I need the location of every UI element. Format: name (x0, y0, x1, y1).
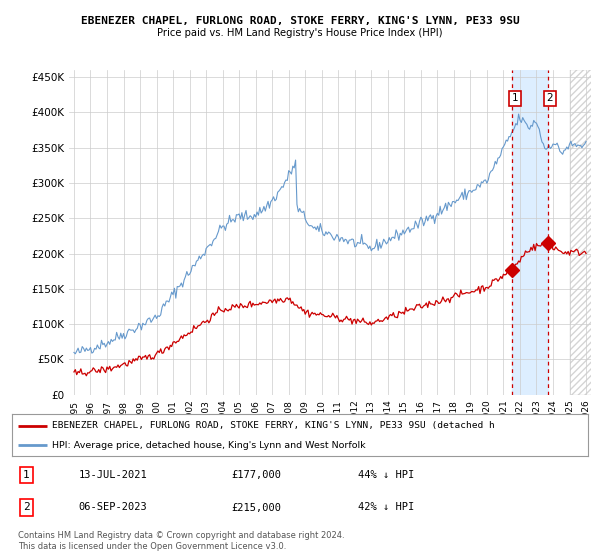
Text: EBENEZER CHAPEL, FURLONG ROAD, STOKE FERRY, KING'S LYNN, PE33 9SU (detached h: EBENEZER CHAPEL, FURLONG ROAD, STOKE FER… (52, 421, 495, 430)
Text: EBENEZER CHAPEL, FURLONG ROAD, STOKE FERRY, KING'S LYNN, PE33 9SU: EBENEZER CHAPEL, FURLONG ROAD, STOKE FER… (80, 16, 520, 26)
Text: 06-SEP-2023: 06-SEP-2023 (78, 502, 147, 512)
Text: 13-JUL-2021: 13-JUL-2021 (78, 470, 147, 480)
Text: 1: 1 (511, 94, 518, 103)
Text: 42% ↓ HPI: 42% ↓ HPI (358, 502, 414, 512)
Bar (512, 70, 548, 395)
Text: £177,000: £177,000 (231, 470, 281, 480)
Text: This data is licensed under the Open Government Licence v3.0.: This data is licensed under the Open Gov… (18, 542, 286, 551)
Text: £215,000: £215,000 (231, 502, 281, 512)
Text: 44% ↓ HPI: 44% ↓ HPI (358, 470, 414, 480)
Text: Contains HM Land Registry data © Crown copyright and database right 2024.: Contains HM Land Registry data © Crown c… (18, 531, 344, 540)
Text: 2: 2 (23, 502, 30, 512)
Bar (569, 70, 595, 395)
Text: Price paid vs. HM Land Registry's House Price Index (HPI): Price paid vs. HM Land Registry's House … (157, 28, 443, 38)
Text: 1: 1 (23, 470, 30, 480)
Text: 2: 2 (547, 94, 553, 103)
Text: HPI: Average price, detached house, King's Lynn and West Norfolk: HPI: Average price, detached house, King… (52, 441, 366, 450)
Bar (569, 70, 595, 395)
